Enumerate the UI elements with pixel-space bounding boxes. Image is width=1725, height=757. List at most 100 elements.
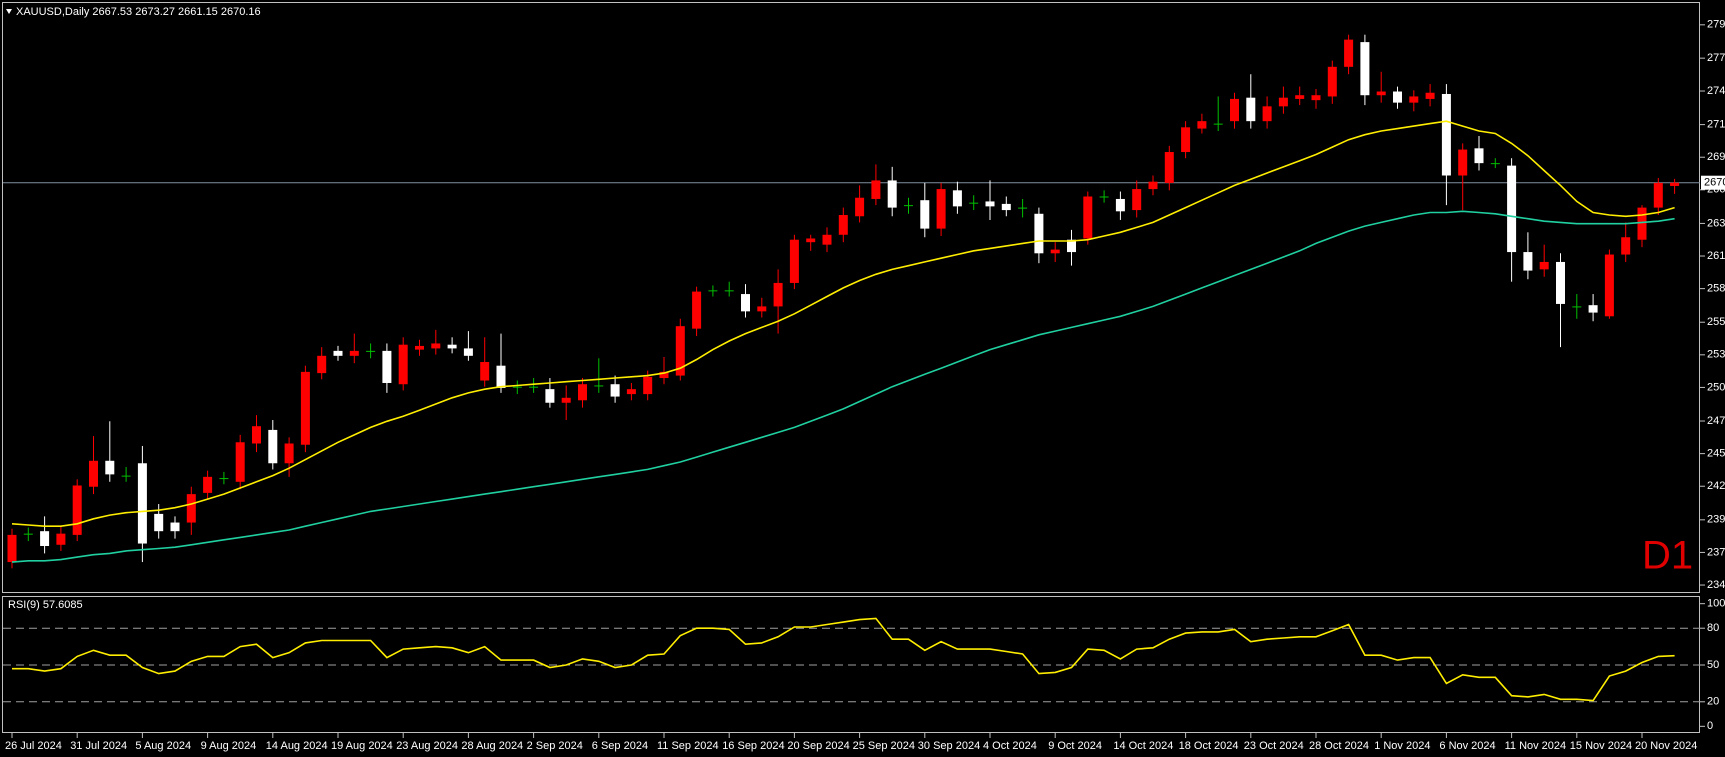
y-tick-label: 2798.00 xyxy=(1707,19,1725,31)
candle-body xyxy=(447,344,457,349)
x-tick-label: 14 Aug 2024 xyxy=(266,740,328,752)
candle-body xyxy=(529,386,539,388)
candle-body xyxy=(610,384,620,397)
candle-body xyxy=(1067,239,1076,253)
candle-body xyxy=(137,463,147,544)
candle-body xyxy=(284,443,294,464)
candle-body xyxy=(415,345,424,350)
x-tick-label: 9 Oct 2024 xyxy=(1048,740,1102,752)
candle-body xyxy=(887,180,897,208)
candle-body xyxy=(1474,148,1484,164)
x-tick-label: 6 Nov 2024 xyxy=(1439,740,1495,752)
candle-body xyxy=(1393,91,1402,103)
x-tick-label: 19 Aug 2024 xyxy=(331,740,393,752)
candle-body xyxy=(1556,261,1565,304)
y-tick-label: 2450.80 xyxy=(1707,448,1725,460)
main-panel-frame xyxy=(2,2,1700,593)
candle-body xyxy=(822,234,832,245)
candle-body xyxy=(741,294,750,312)
candle-body xyxy=(154,513,164,532)
candle-body xyxy=(317,355,327,374)
candle-body xyxy=(1018,207,1028,209)
chart-title: XAUUSD,Daily 2667.53 2673.27 2661.15 267… xyxy=(16,6,261,18)
candle-body xyxy=(1621,237,1631,255)
rsi-tick-label: 50 xyxy=(1707,659,1719,671)
candle-body xyxy=(806,238,816,243)
x-tick-label: 6 Sep 2024 xyxy=(592,740,648,752)
candle-body xyxy=(203,476,213,493)
candle-body xyxy=(1572,306,1582,308)
candle-body xyxy=(1490,163,1500,165)
candle-body xyxy=(1523,252,1533,271)
candle-body xyxy=(7,534,17,563)
candle-body xyxy=(1360,42,1370,96)
candle-body xyxy=(855,197,865,217)
candle-body xyxy=(1050,249,1060,254)
candle-body xyxy=(300,371,310,445)
x-tick-label: 26 Jul 2024 xyxy=(5,740,62,752)
x-tick-label: 23 Aug 2024 xyxy=(396,740,458,752)
candle-body xyxy=(1099,196,1109,198)
candle-body xyxy=(121,475,131,477)
candle-body xyxy=(1083,196,1093,239)
last-price-label: 2670.16 xyxy=(1704,177,1725,189)
candle-body xyxy=(1588,305,1598,313)
candle-body xyxy=(708,290,718,292)
rsi-tick-label: 100 xyxy=(1707,598,1725,610)
moving-average xyxy=(11,210,1675,563)
candle-body xyxy=(626,389,636,395)
candle-body xyxy=(952,190,962,207)
candle-body xyxy=(773,282,783,307)
candle-body xyxy=(1115,198,1125,212)
x-tick-label: 20 Sep 2024 xyxy=(787,740,849,752)
candle-body xyxy=(1376,91,1386,96)
y-tick-label: 2717.20 xyxy=(1707,119,1725,131)
y-tick-label: 2424.40 xyxy=(1707,480,1725,492)
candle-body xyxy=(1441,93,1451,176)
candle-body xyxy=(871,180,881,199)
candle-body xyxy=(969,202,979,204)
y-tick-label: 2477.20 xyxy=(1707,415,1725,427)
candle-body xyxy=(219,478,229,480)
x-tick-label: 4 Oct 2024 xyxy=(983,740,1037,752)
rsi-title: RSI(9) 57.6085 xyxy=(8,599,83,611)
candle-body xyxy=(268,429,278,464)
candle-body xyxy=(675,326,685,376)
menu-arrow xyxy=(6,9,12,14)
x-tick-label: 11 Sep 2024 xyxy=(657,740,719,752)
y-tick-label: 2344.40 xyxy=(1707,579,1725,591)
candle-body xyxy=(1164,152,1174,183)
candle-body xyxy=(333,350,343,356)
candle-body xyxy=(496,365,506,388)
candle-body xyxy=(463,348,473,356)
candle-body xyxy=(40,531,50,547)
candle-body xyxy=(1132,189,1142,211)
y-tick-label: 2771.00 xyxy=(1707,52,1725,64)
candle-body xyxy=(1311,95,1321,101)
x-tick-label: 14 Oct 2024 xyxy=(1113,740,1173,752)
candle-body xyxy=(1148,181,1158,190)
x-tick-label: 25 Sep 2024 xyxy=(853,740,915,752)
candle-body xyxy=(1539,261,1549,270)
x-tick-label: 28 Oct 2024 xyxy=(1309,740,1369,752)
candle-body xyxy=(480,361,490,381)
x-tick-label: 9 Aug 2024 xyxy=(201,740,257,752)
candle-body xyxy=(838,215,848,235)
y-tick-label: 2397.20 xyxy=(1707,514,1725,526)
rsi-tick-label: 80 xyxy=(1707,622,1719,634)
candle-body xyxy=(252,426,261,444)
candle-body xyxy=(920,200,930,229)
candle-body xyxy=(1295,95,1305,99)
x-tick-label: 5 Aug 2024 xyxy=(135,740,191,752)
candle-body xyxy=(1213,123,1223,125)
x-tick-label: 15 Nov 2024 xyxy=(1570,740,1632,752)
candle-body xyxy=(692,291,702,329)
x-tick-label: 31 Jul 2024 xyxy=(70,740,127,752)
candle-body xyxy=(105,460,115,475)
y-tick-label: 2690.80 xyxy=(1707,151,1725,163)
rsi-line xyxy=(12,617,1675,702)
candle-body xyxy=(1507,165,1517,253)
